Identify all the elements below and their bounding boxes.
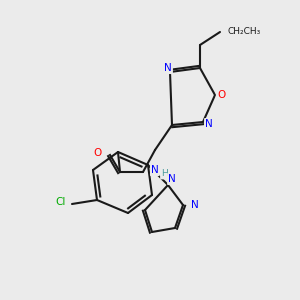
Text: O: O: [94, 148, 102, 158]
Text: O: O: [217, 90, 225, 100]
Text: N: N: [151, 165, 159, 175]
Text: H: H: [161, 169, 168, 178]
Text: N: N: [164, 63, 172, 73]
Text: Cl: Cl: [56, 197, 66, 207]
Text: N: N: [191, 200, 199, 210]
Text: CH₂CH₃: CH₂CH₃: [228, 28, 261, 37]
Text: N: N: [168, 174, 176, 184]
Text: N: N: [205, 119, 213, 129]
